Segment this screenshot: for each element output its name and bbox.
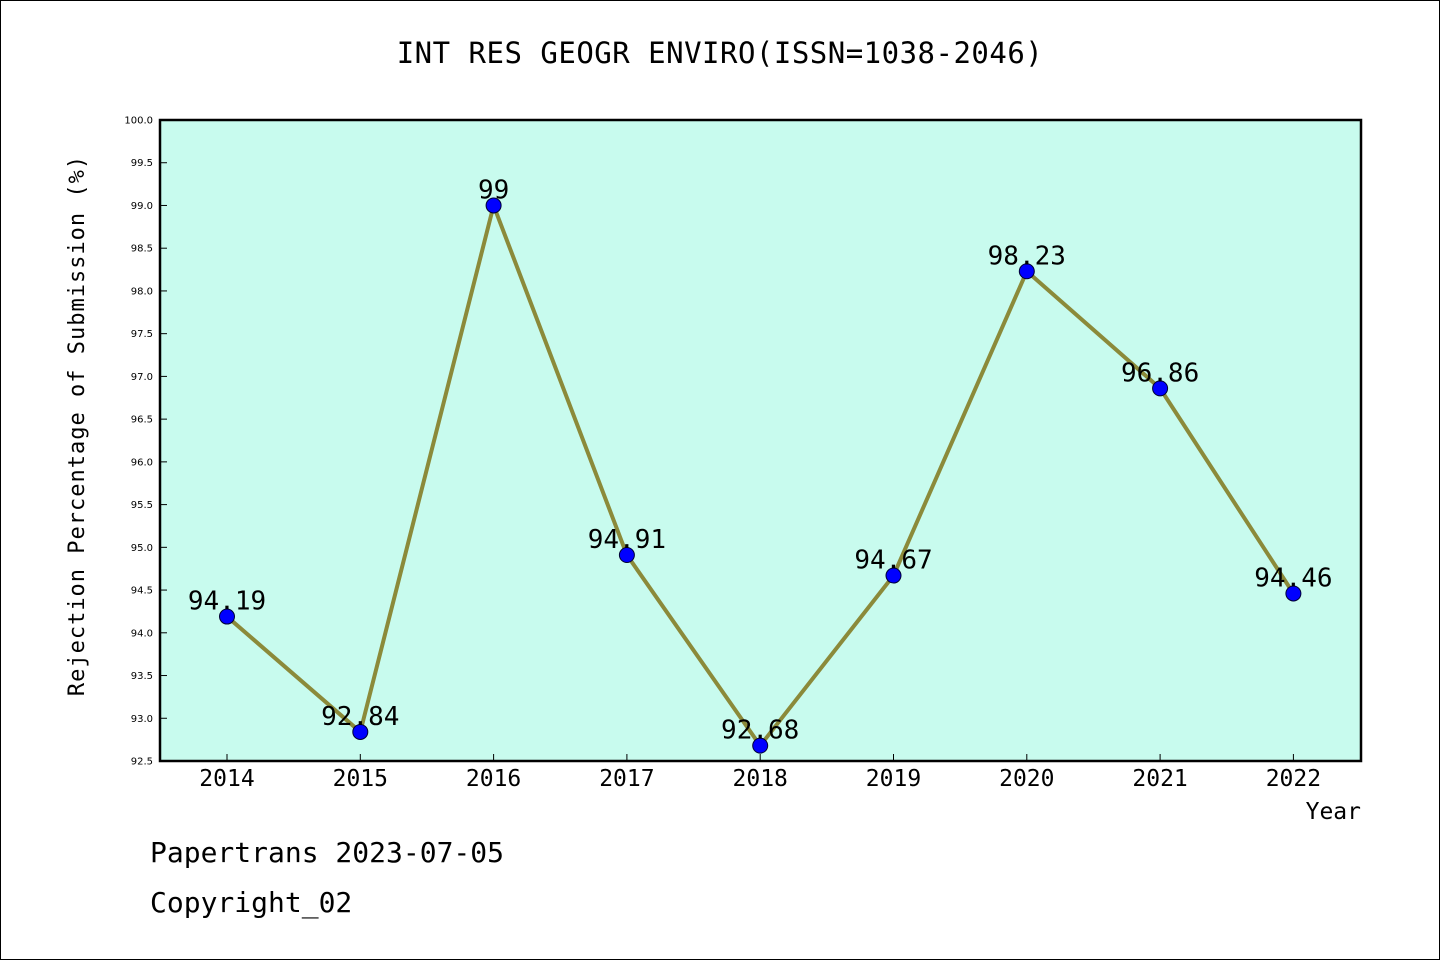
x-tick-label: 2017: [599, 766, 654, 792]
chart-title: INT RES GEOGR ENVIRO(ISSN=1038-2046): [396, 36, 1044, 70]
x-tick-label: 2014: [199, 766, 254, 792]
data-labels: 94.19 92.84 99 94.91 92.68 94.67 98.23 96.86 94.…: [188, 175, 1333, 745]
x-tick-label: 2020: [999, 766, 1054, 792]
x-tick-label: 2021: [1132, 766, 1187, 792]
y-tick-label: 98.5: [131, 244, 153, 255]
x-tick-label: 2019: [866, 766, 921, 792]
y-axis-ticks: 92.5 93.0 93.5 94.0 94.5 95.0 95.5 96.0 96.5 97.0…: [124, 116, 167, 768]
footer-date: Papertrans 2023-07-05: [150, 836, 505, 869]
data-label: 94.67: [854, 546, 932, 576]
data-label: 99: [478, 175, 509, 205]
y-tick-label: 92.5: [131, 757, 153, 768]
data-point: [485, 197, 502, 214]
y-tick-label: 99.5: [131, 158, 153, 169]
x-tick-label: 2018: [733, 766, 788, 792]
series-layer: [219, 197, 1302, 754]
y-tick-label: 96.5: [131, 415, 153, 426]
y-tick-label: 96.0: [131, 457, 153, 468]
y-tick-label: 94.5: [131, 586, 153, 597]
data-label: 94.91: [588, 525, 666, 555]
x-axis-ticks: 2014 2015 2016 2017 2018 2019 2020 2021 2022: [199, 754, 1321, 792]
x-tick-label: 2015: [333, 766, 388, 792]
y-tick-label: 93.0: [131, 714, 153, 725]
footer-copyright: Copyright_02: [150, 886, 353, 919]
data-point: [1018, 263, 1035, 280]
data-label: 96.86: [1121, 358, 1199, 388]
data-point: [1152, 380, 1169, 397]
y-tick-label: 99.0: [131, 201, 153, 212]
y-axis-label: Rejection Percentage of Submission (%): [65, 155, 90, 696]
y-tick-label: 98.0: [131, 286, 153, 297]
y-tick-label: 94.0: [131, 628, 153, 639]
data-point: [752, 737, 769, 754]
data-point: [219, 608, 235, 625]
x-tick-label: 2022: [1266, 766, 1321, 792]
y-tick-label: 95.0: [131, 543, 153, 554]
x-axis-label: Year: [1306, 799, 1361, 825]
data-label: 92.68: [721, 716, 799, 746]
y-tick-label: 97.5: [131, 329, 153, 340]
y-tick-label: 100.0: [124, 116, 153, 127]
plot-border: [158, 118, 1363, 763]
data-point: [1285, 585, 1302, 602]
y-tick-label: 95.5: [131, 500, 153, 511]
data-label: 98.23: [988, 241, 1066, 271]
data-point: [885, 567, 902, 584]
data-label: 94.19: [188, 587, 266, 617]
data-point: [352, 723, 369, 740]
y-tick-label: 93.5: [131, 671, 153, 682]
y-tick-label: 97.0: [131, 372, 153, 383]
x-tick-label: 2016: [466, 766, 521, 792]
data-label: 92.84: [321, 702, 399, 732]
data-label: 94.46: [1254, 563, 1332, 593]
plot-area: [160, 120, 1361, 761]
data-point: [618, 547, 635, 564]
